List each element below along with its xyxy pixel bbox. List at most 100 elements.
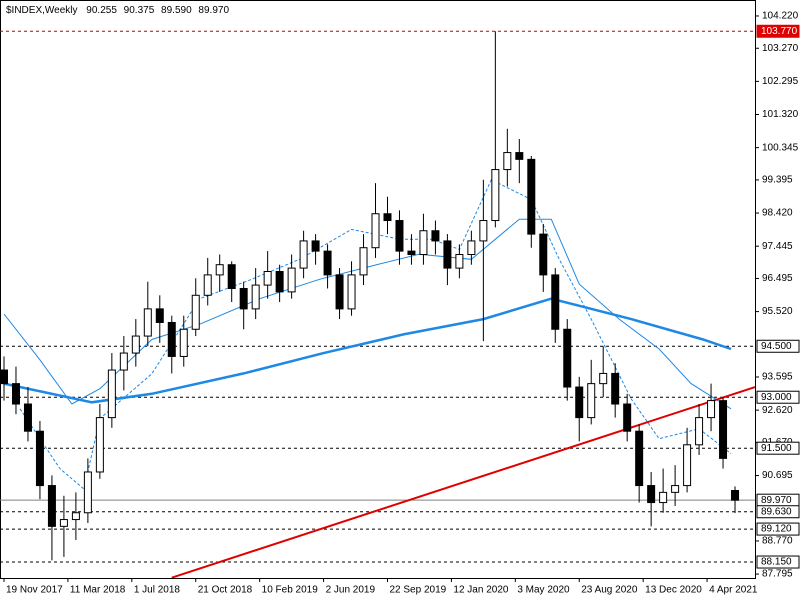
candle-body bbox=[263, 271, 272, 286]
candle-body bbox=[707, 400, 716, 419]
candle-body bbox=[335, 274, 344, 310]
candle-body bbox=[71, 512, 80, 521]
candle-body bbox=[323, 250, 332, 276]
level-label-box bbox=[756, 390, 800, 404]
candle-body bbox=[47, 485, 56, 527]
candle-body bbox=[59, 519, 68, 527]
candle-body bbox=[95, 417, 104, 473]
level-label: 89.120 bbox=[761, 524, 792, 535]
candle-body bbox=[179, 328, 188, 357]
y-tick-label: 96.495 bbox=[762, 273, 793, 284]
level-label: 89.630 bbox=[761, 506, 792, 517]
x-tick-label: 2 Jun 2019 bbox=[326, 585, 376, 596]
y-tick-label: 104.220 bbox=[762, 11, 799, 22]
candle-body bbox=[203, 274, 212, 296]
candle-body bbox=[635, 430, 644, 487]
candle-body bbox=[479, 220, 488, 242]
candle-body bbox=[143, 308, 152, 337]
trendline bbox=[171, 386, 755, 578]
x-tick-label: 3 May 2020 bbox=[517, 585, 570, 596]
y-tick-label: 101.320 bbox=[762, 109, 799, 120]
candle-body bbox=[719, 400, 728, 459]
candle-body bbox=[455, 254, 464, 269]
candle-body bbox=[539, 233, 548, 276]
level-label-box bbox=[756, 555, 800, 569]
candle-body bbox=[83, 471, 92, 514]
candle-body bbox=[731, 490, 740, 501]
level-label: 93.000 bbox=[761, 392, 792, 403]
candle-body bbox=[275, 271, 284, 293]
candle-body bbox=[371, 213, 380, 249]
candle-body bbox=[0, 369, 8, 385]
candle-body bbox=[299, 240, 308, 269]
high: 90.375 bbox=[124, 5, 155, 16]
candle-body bbox=[527, 158, 536, 235]
candle-body bbox=[695, 417, 704, 446]
candle-body bbox=[191, 294, 200, 330]
x-tick-label: 4 Apr 2021 bbox=[709, 585, 758, 596]
candle-body bbox=[575, 386, 584, 419]
candle-body bbox=[503, 152, 512, 171]
candle-body bbox=[431, 230, 440, 242]
candle-body bbox=[515, 152, 524, 160]
candle-body bbox=[227, 264, 236, 289]
level-label: 94.500 bbox=[761, 341, 792, 352]
candle-body bbox=[563, 328, 572, 388]
x-tick-label: 1 Jul 2018 bbox=[134, 585, 181, 596]
candle-body bbox=[239, 287, 248, 310]
candle-body bbox=[587, 383, 596, 419]
low: 89.590 bbox=[161, 5, 192, 16]
y-tick-label: 102.295 bbox=[762, 76, 799, 87]
candle-body bbox=[671, 485, 680, 493]
candle-body bbox=[443, 240, 452, 269]
candle-body bbox=[407, 250, 416, 256]
candle-body bbox=[659, 491, 668, 504]
candle-body bbox=[23, 403, 32, 432]
candle-body bbox=[647, 485, 656, 504]
open: 90.255 bbox=[86, 5, 117, 16]
close: 89.970 bbox=[198, 5, 229, 16]
candle-body bbox=[155, 308, 164, 323]
level-label: 89.970 bbox=[761, 495, 792, 506]
x-tick-label: 22 Sep 2019 bbox=[389, 585, 446, 596]
candle-body bbox=[551, 274, 560, 330]
x-tick-label: 13 Dec 2020 bbox=[645, 585, 702, 596]
symbol: $INDEX,Weekly bbox=[6, 5, 78, 16]
y-tick-label: 93.595 bbox=[762, 372, 793, 383]
y-tick-label: 99.395 bbox=[762, 175, 793, 186]
y-tick-label: 98.420 bbox=[762, 208, 793, 219]
candle-body bbox=[359, 247, 368, 276]
candle-body bbox=[287, 267, 296, 293]
plot-frame bbox=[0, 0, 756, 579]
level-label: 103.770 bbox=[761, 26, 798, 37]
candle-body bbox=[131, 335, 140, 354]
level-label-box bbox=[756, 522, 800, 536]
x-tick-label: 21 Oct 2018 bbox=[198, 585, 253, 596]
y-tick-label: 103.270 bbox=[762, 43, 799, 54]
candle-body bbox=[395, 220, 404, 252]
y-tick-label: 92.620 bbox=[762, 405, 793, 416]
candle-body bbox=[35, 430, 44, 487]
candle-body bbox=[599, 372, 608, 385]
candle-body bbox=[251, 284, 260, 310]
x-tick-label: 10 Feb 2019 bbox=[262, 585, 319, 596]
candle-body bbox=[611, 372, 620, 405]
candle-body bbox=[11, 383, 20, 405]
y-tick-label: 95.520 bbox=[762, 306, 793, 317]
candle-body bbox=[383, 213, 392, 222]
candle-body bbox=[119, 352, 128, 371]
level-label-box bbox=[756, 339, 800, 353]
candle-body bbox=[167, 321, 176, 357]
candle-body bbox=[419, 230, 428, 256]
candle-body bbox=[467, 240, 476, 256]
x-tick-label: 23 Aug 2020 bbox=[581, 585, 638, 596]
level-label: 91.500 bbox=[761, 443, 792, 454]
y-tick-label: 100.345 bbox=[762, 142, 799, 153]
plot-area bbox=[0, 30, 755, 578]
candle-body bbox=[491, 169, 500, 222]
chart-header: $INDEX,Weekly 90.255 90.375 89.590 89.97… bbox=[6, 5, 229, 16]
y-tick-label: 90.695 bbox=[762, 470, 793, 481]
candle-body bbox=[311, 240, 320, 252]
